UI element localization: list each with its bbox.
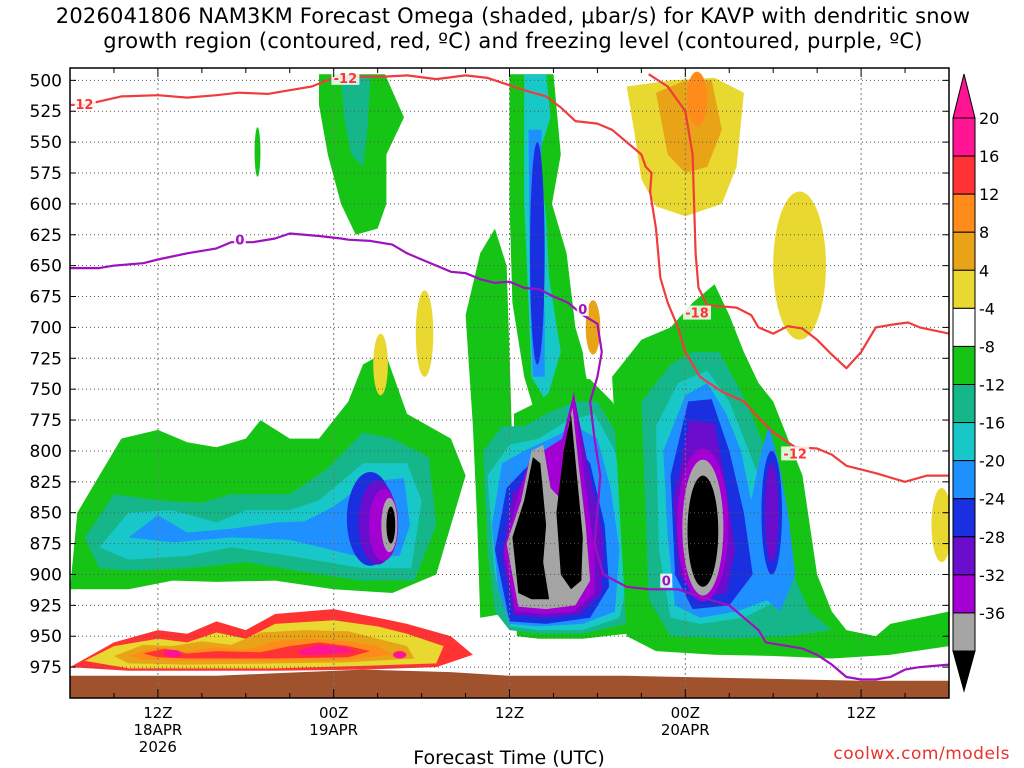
colorbar-bin bbox=[952, 345, 976, 385]
omega-region bbox=[128, 478, 410, 556]
x-tick-label: 12Z bbox=[143, 704, 172, 722]
y-tick-label: 625 bbox=[30, 226, 62, 246]
colorbar-bottom-arrow bbox=[952, 650, 976, 693]
y-tick-label: 550 bbox=[30, 133, 62, 153]
omega-region bbox=[530, 142, 545, 365]
y-tick-label: 900 bbox=[30, 565, 62, 585]
y-tick-label: 725 bbox=[30, 349, 62, 369]
omega-region bbox=[512, 457, 550, 600]
x-tick-label: 19APR bbox=[309, 721, 358, 739]
colorbar-bin bbox=[952, 536, 976, 576]
colorbar-label: -32 bbox=[979, 566, 1005, 585]
x-tick-label: 2026 bbox=[139, 738, 177, 756]
y-tick-label: 575 bbox=[30, 164, 62, 184]
colorbar-bin bbox=[952, 384, 976, 424]
colorbar-top-arrow bbox=[952, 73, 976, 119]
omega-region bbox=[773, 191, 826, 340]
omega-region bbox=[765, 463, 779, 563]
y-tick-label: 850 bbox=[30, 504, 62, 524]
contour-label-bg bbox=[576, 301, 589, 316]
x-tick-label: 00Z bbox=[671, 704, 700, 722]
y-tick-label: 500 bbox=[30, 71, 62, 91]
colorbar-bin bbox=[952, 612, 976, 652]
x-tick-label: 00Z bbox=[319, 704, 348, 722]
omega-region bbox=[163, 649, 182, 658]
colorbar-label: -16 bbox=[979, 414, 1005, 433]
y-tick-label: 775 bbox=[30, 411, 62, 431]
y-tick-label: 975 bbox=[30, 658, 62, 678]
colorbar-bin bbox=[952, 460, 976, 500]
colorbar-label: -12 bbox=[979, 376, 1005, 395]
omega-region bbox=[556, 413, 583, 590]
x-axis-title: Forecast Time (UTC) bbox=[413, 747, 604, 768]
colorbar-bin bbox=[952, 231, 976, 271]
y-tick-label: 825 bbox=[30, 473, 62, 493]
omega-region bbox=[585, 300, 601, 355]
plot-layer: -12 -12 -18 -12 0 0 0 bbox=[70, 68, 949, 698]
y-tick-label: 650 bbox=[30, 257, 62, 277]
y-tick-label: 600 bbox=[30, 195, 62, 215]
colorbar-label: 12 bbox=[979, 185, 999, 204]
colorbar-label: -20 bbox=[979, 452, 1005, 471]
contour-label-bg bbox=[233, 232, 246, 247]
chart-title-line2: growth region (contoured, red, ºC) and f… bbox=[103, 29, 923, 53]
contour-label: -18 bbox=[685, 307, 709, 322]
omega-region bbox=[386, 506, 396, 544]
y-tick-label: 925 bbox=[30, 596, 62, 616]
colorbar-bin bbox=[952, 422, 976, 462]
colorbar-label: 20 bbox=[979, 109, 999, 128]
colorbar-bin bbox=[952, 193, 976, 233]
contour-label-bg bbox=[70, 96, 96, 111]
y-tick-label: 875 bbox=[30, 535, 62, 555]
omega-region bbox=[686, 71, 708, 127]
colorbar-label: 4 bbox=[979, 261, 989, 280]
colorbar-bin bbox=[952, 117, 976, 157]
x-tick-label: 20APR bbox=[661, 721, 710, 739]
omega-region bbox=[297, 644, 356, 655]
y-tick-label: 800 bbox=[30, 442, 62, 462]
omega-region bbox=[415, 290, 434, 377]
x-tick-label: 12Z bbox=[495, 704, 524, 722]
contour-label: -12 bbox=[334, 72, 358, 87]
omega-region bbox=[393, 651, 407, 659]
omega-region bbox=[254, 127, 261, 177]
chart-title: 2026041806 NAM3KM Forecast Omega (shaded… bbox=[8, 4, 1018, 54]
contour-label-bg bbox=[331, 70, 360, 85]
y-tick-label: 750 bbox=[30, 380, 62, 400]
dgz-contour bbox=[70, 74, 949, 483]
omega-region bbox=[373, 333, 388, 396]
colorbar-label: -24 bbox=[979, 490, 1005, 509]
contour-label: -12 bbox=[70, 98, 94, 113]
colorbar-bin bbox=[952, 307, 976, 347]
omega-region bbox=[341, 76, 371, 167]
colorbar-label: -36 bbox=[979, 604, 1005, 623]
y-tick-label: 525 bbox=[30, 102, 62, 122]
dgz-contour bbox=[648, 73, 949, 370]
x-tick-label: 18APR bbox=[133, 721, 182, 739]
colorbar-label: -4 bbox=[979, 299, 995, 318]
y-tick-label: 950 bbox=[30, 627, 62, 647]
omega-region bbox=[687, 475, 719, 587]
colorbar-label: -28 bbox=[979, 528, 1005, 547]
contour-label-bg bbox=[781, 446, 810, 461]
contour-label-bg bbox=[660, 573, 673, 588]
credit-text: coolwx.com/models bbox=[833, 744, 1010, 764]
colorbar-label: -8 bbox=[979, 337, 995, 356]
colorbar-label: 16 bbox=[979, 147, 999, 166]
y-tick-label: 700 bbox=[30, 318, 62, 338]
contour-label: 0 bbox=[235, 234, 244, 249]
contour-label-bg bbox=[683, 305, 712, 320]
colorbar-bin bbox=[952, 574, 976, 614]
contour-label: 0 bbox=[578, 303, 587, 318]
contour-label: -12 bbox=[783, 447, 807, 462]
colorbar-label: 8 bbox=[979, 223, 989, 242]
contour-label: 0 bbox=[662, 575, 671, 590]
colorbar-bin bbox=[952, 155, 976, 195]
y-tick-label: 675 bbox=[30, 288, 62, 308]
x-tick-label: 12Z bbox=[846, 704, 875, 722]
colorbar-bin bbox=[952, 498, 976, 538]
chart-title-line1: 2026041806 NAM3KM Forecast Omega (shaded… bbox=[55, 4, 971, 28]
colorbar-bin bbox=[952, 269, 976, 309]
